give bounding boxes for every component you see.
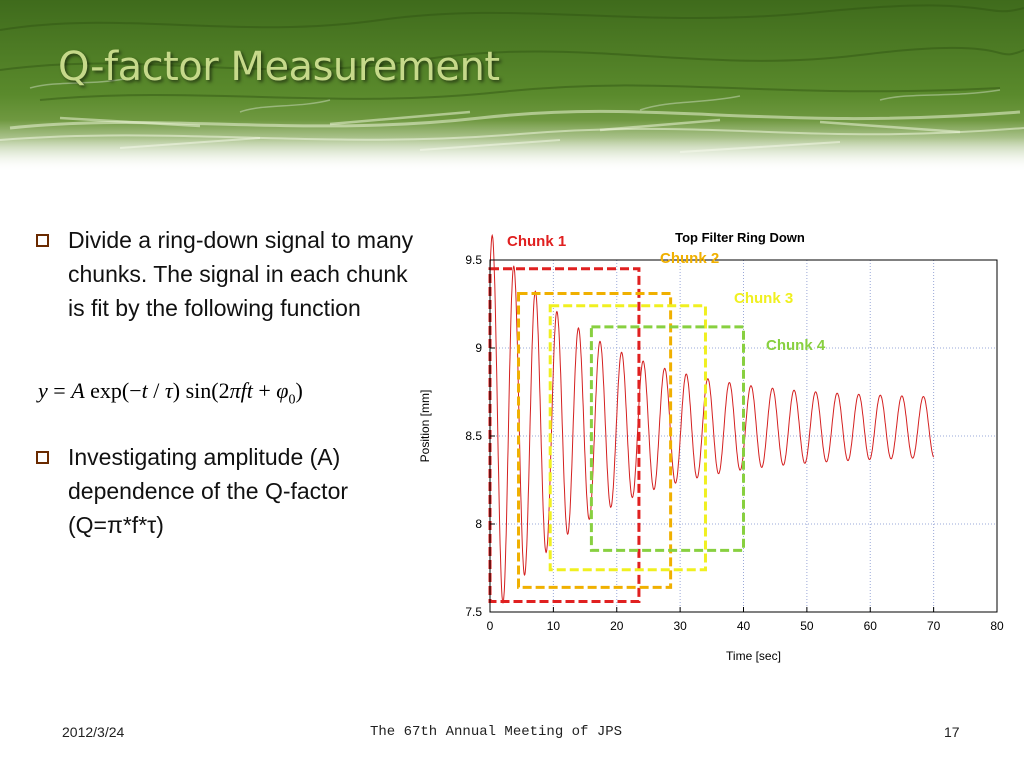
y-tick-label: 8.5 (465, 429, 482, 443)
chunk-box (589, 325, 745, 552)
square-bullet-icon (36, 234, 49, 247)
footer-meeting: The 67th Annual Meeting of JPS (370, 724, 623, 740)
x-tick-label: 0 (487, 619, 494, 633)
x-tick-label: 40 (737, 619, 751, 633)
chunk-label: Chunk 1 (507, 233, 566, 250)
slide-title: Q-factor Measurement (58, 44, 500, 90)
chart-title: Top Filter Ring Down (675, 230, 805, 245)
fit-formula: y = A exp(−t / τ) sin(2πft + φ0) (38, 378, 303, 408)
x-tick-label: 10 (547, 619, 561, 633)
ring-down-chart: 0 10 20 30 40 50 60 70 807.588.599.5 Chunk 1Chun… (418, 230, 1004, 663)
chunk-box (548, 304, 707, 572)
square-bullet-icon (36, 451, 49, 464)
bullet-item: Divide a ring-down signal to many chunks… (36, 223, 426, 325)
bullet-text: Investigating amplitude (A) dependence o… (68, 444, 349, 538)
x-tick-label: 20 (610, 619, 624, 633)
chunk-label: Chunk 3 (734, 290, 793, 307)
chunk-label: Chunk 2 (660, 250, 719, 267)
x-tick-label: 80 (990, 619, 1004, 633)
bullet-text: Divide a ring-down signal to many chunks… (68, 227, 414, 321)
chunk-boxes (488, 267, 745, 603)
x-tick-label: 70 (927, 619, 941, 633)
chunk-label: Chunk 4 (766, 337, 826, 354)
y-axis-label: Position [mm] (418, 390, 432, 463)
x-tick-label: 60 (864, 619, 878, 633)
x-axis-label: Time [sec] (726, 649, 781, 663)
chunk-box (517, 291, 673, 589)
axis-ticks: 0 10 20 30 40 50 60 70 80 7.5 8 8.5 9 9.5 (465, 253, 1004, 633)
x-tick-label: 30 (673, 619, 687, 633)
y-tick-label: 8 (475, 517, 482, 531)
grass-texture-background (0, 0, 1024, 172)
y-tick-label: 9 (475, 341, 482, 355)
series-line (489, 233, 935, 604)
bullet-item: Investigating amplitude (A) dependence o… (36, 440, 426, 542)
x-tick-label: 50 (800, 619, 814, 633)
footer-date: 2012/3/24 (62, 724, 125, 740)
chunk-labels: Chunk 1 Chunk 2 Chunk 3 Chunk 4 (507, 233, 826, 354)
y-tick-label: 7.5 (465, 605, 482, 619)
header-banner (0, 0, 1024, 172)
footer-page-number: 17 (944, 724, 960, 740)
y-tick-label: 9.5 (465, 253, 482, 267)
series-layer (489, 233, 935, 604)
